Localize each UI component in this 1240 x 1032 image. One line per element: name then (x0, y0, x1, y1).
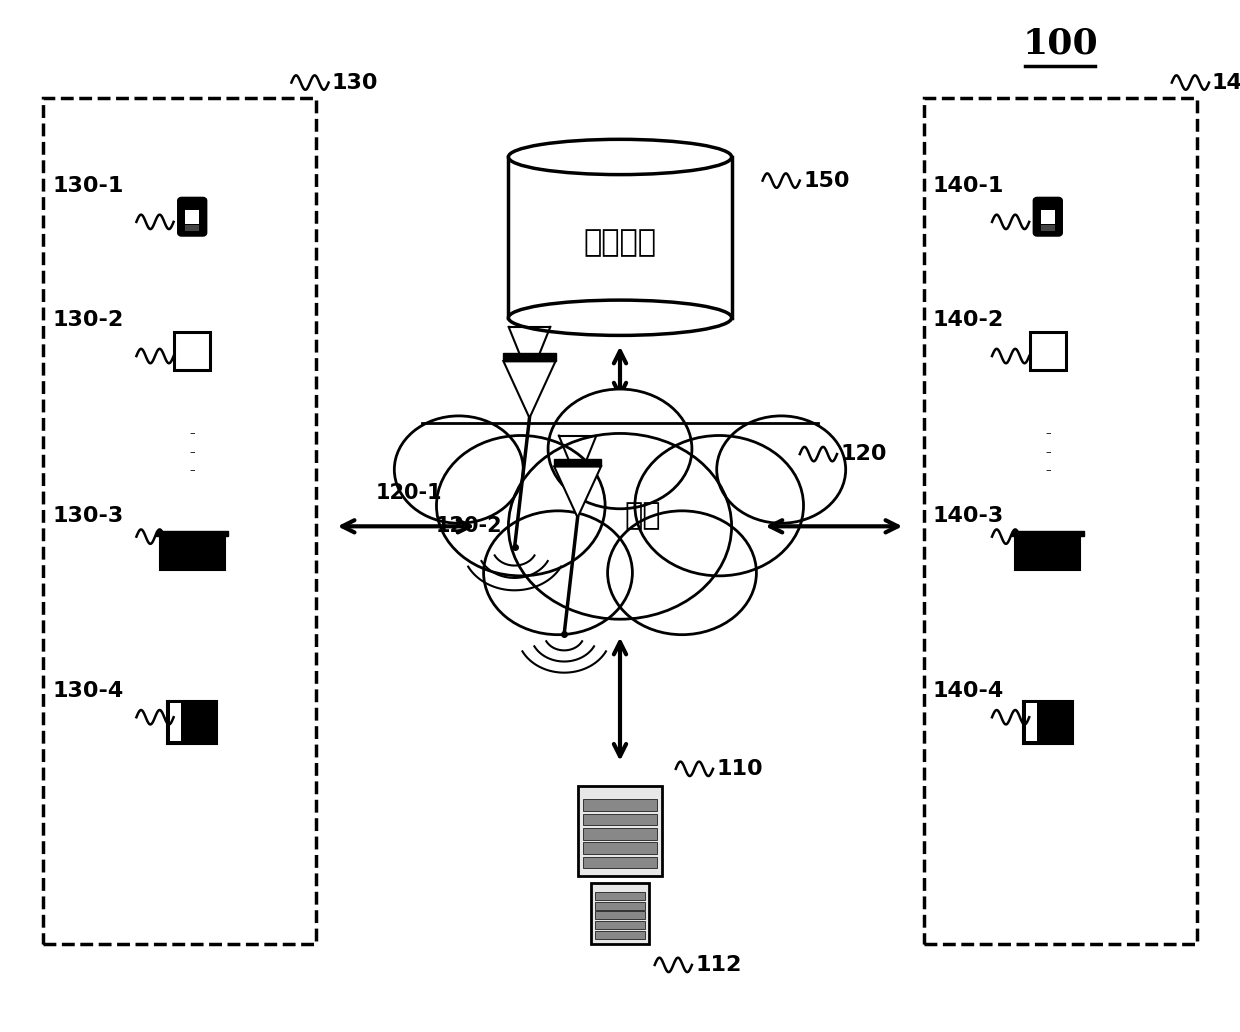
Circle shape (484, 511, 632, 635)
Text: 网络: 网络 (624, 502, 661, 530)
Bar (186, 225, 198, 231)
Circle shape (436, 436, 605, 576)
Bar (595, 931, 645, 939)
Text: –: – (190, 447, 195, 457)
Circle shape (717, 416, 846, 523)
Bar (508, 157, 732, 318)
Bar (170, 704, 181, 741)
Text: 140-2: 140-2 (932, 310, 1003, 330)
Text: 140-1: 140-1 (932, 175, 1004, 196)
Bar (156, 531, 228, 537)
Bar (583, 828, 657, 840)
Bar (1025, 704, 1037, 741)
Text: 130-1: 130-1 (52, 175, 124, 196)
Text: 140-4: 140-4 (932, 681, 1003, 702)
Ellipse shape (508, 139, 732, 174)
Circle shape (394, 416, 523, 523)
Circle shape (508, 433, 732, 619)
FancyBboxPatch shape (1016, 535, 1080, 570)
Text: 120-2: 120-2 (435, 516, 502, 537)
FancyBboxPatch shape (160, 535, 224, 570)
FancyBboxPatch shape (1029, 331, 1066, 370)
Bar (595, 922, 645, 929)
Bar (503, 353, 556, 361)
Bar (1012, 531, 1084, 537)
Bar (924, 98, 1197, 944)
Text: –: – (1045, 428, 1050, 439)
FancyBboxPatch shape (1034, 198, 1061, 235)
Text: 130: 130 (331, 72, 378, 93)
Bar (595, 902, 645, 909)
Circle shape (608, 511, 756, 635)
FancyBboxPatch shape (174, 331, 211, 370)
Bar (583, 800, 657, 811)
Text: 100: 100 (1022, 27, 1099, 60)
Text: 140: 140 (1211, 72, 1240, 93)
Bar (595, 911, 645, 920)
Bar (583, 857, 657, 868)
Text: 120-1: 120-1 (376, 483, 443, 504)
Text: 140-3: 140-3 (932, 506, 1003, 526)
Circle shape (635, 436, 804, 576)
Text: –: – (190, 465, 195, 476)
Bar (583, 842, 657, 854)
Text: 130-3: 130-3 (52, 506, 123, 526)
Bar (1042, 225, 1054, 231)
Bar (1023, 701, 1073, 744)
Bar (1040, 211, 1055, 224)
Text: 存储设备: 存储设备 (584, 228, 656, 257)
Text: 112: 112 (696, 955, 742, 975)
Text: 150: 150 (804, 170, 851, 191)
Ellipse shape (508, 300, 732, 335)
Text: 120: 120 (841, 444, 888, 464)
Text: 130-2: 130-2 (52, 310, 123, 330)
Bar (554, 459, 601, 466)
Text: –: – (1045, 465, 1050, 476)
Polygon shape (503, 361, 556, 418)
Bar (578, 786, 662, 875)
Text: –: – (1045, 447, 1050, 457)
Bar (591, 883, 649, 943)
Bar (595, 892, 645, 900)
Bar (167, 701, 217, 744)
Text: 110: 110 (717, 759, 764, 779)
Bar (583, 814, 657, 826)
Bar (43, 98, 316, 944)
Text: –: – (190, 428, 195, 439)
Text: 130-4: 130-4 (52, 681, 123, 702)
Bar (185, 211, 200, 224)
Polygon shape (554, 466, 601, 518)
Bar (422, 423, 818, 485)
Circle shape (548, 389, 692, 509)
FancyBboxPatch shape (179, 198, 206, 235)
